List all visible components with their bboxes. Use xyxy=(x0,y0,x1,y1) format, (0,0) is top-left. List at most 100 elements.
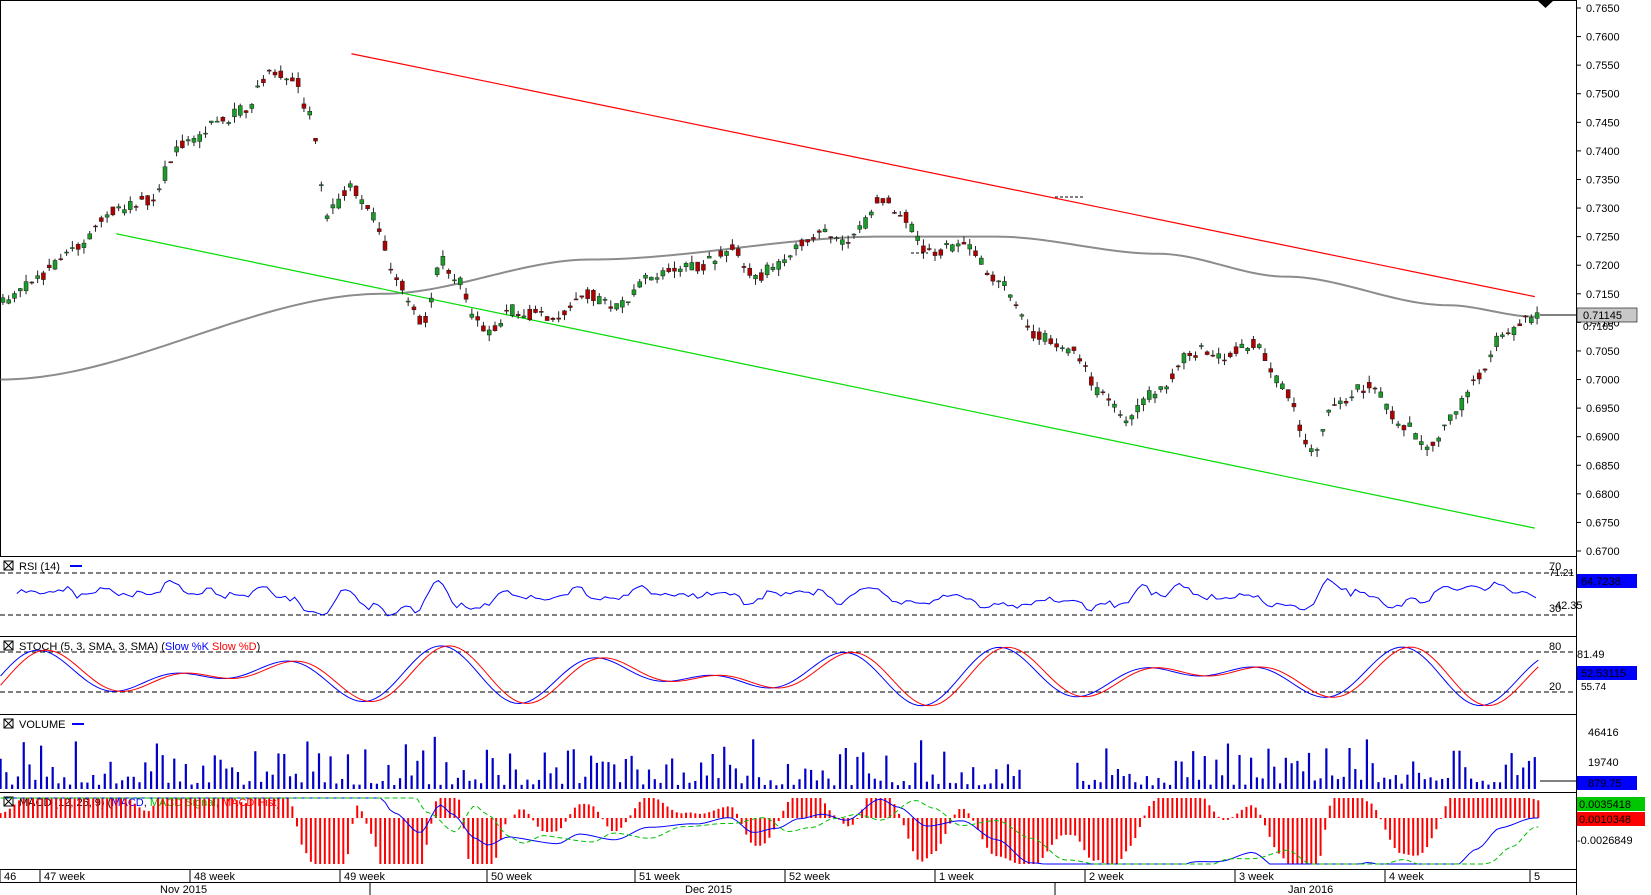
macd-hist-value-label: 0.0010348 xyxy=(1579,814,1631,826)
price-tick-label: 0.7050 xyxy=(1586,346,1620,358)
candle-body xyxy=(209,120,214,123)
candle-body xyxy=(238,105,243,116)
candle-body xyxy=(1482,368,1488,371)
price-tick-label: 0.7500 xyxy=(1586,89,1620,101)
volume-scale-high: 46416 xyxy=(1588,727,1619,739)
candle-body xyxy=(336,198,341,209)
macd-panel[interactable]: MACD (12, 26, 9) (MACD, MACD Signal, MAC… xyxy=(0,796,1645,865)
candle-body xyxy=(1135,405,1140,413)
candle-body xyxy=(608,306,614,309)
candle-body xyxy=(1193,355,1198,358)
candle-body xyxy=(180,140,185,148)
stochastic-panel[interactable]: STOCH (5, 3, SMA, 3, SMA) (Slow %K Slow … xyxy=(0,640,1637,707)
stoch-lower-fragment: 55.74 xyxy=(1581,682,1606,693)
candle-body xyxy=(799,239,805,247)
stoch-title-suffix: ) xyxy=(257,641,261,653)
macd-close-box-icon[interactable] xyxy=(3,796,14,807)
candle-body xyxy=(984,272,990,276)
candle-body xyxy=(880,198,886,204)
price-tick-label: 0.7300 xyxy=(1586,203,1620,215)
candle-body xyxy=(307,110,312,116)
candle-body xyxy=(666,268,671,272)
time-axis: 46 47 week 48 week 49 week 50 week 51 week 52 … xyxy=(0,869,1540,895)
candle-body xyxy=(1314,449,1320,451)
candle-body xyxy=(365,205,370,210)
candle-body xyxy=(782,259,787,264)
menu-triangle-icon[interactable] xyxy=(1538,1,1553,8)
candle-body xyxy=(12,293,17,299)
candle-body xyxy=(272,71,278,76)
candle-body xyxy=(1343,400,1349,404)
candle-body xyxy=(394,277,399,281)
candle-body xyxy=(979,257,984,265)
candle-body xyxy=(243,110,249,113)
candle-body xyxy=(753,275,758,280)
candle-body xyxy=(955,243,961,247)
candle-body xyxy=(1181,353,1187,364)
candle-body xyxy=(1465,391,1470,398)
candle-body xyxy=(793,244,799,250)
candle-body xyxy=(301,103,307,109)
candle-body xyxy=(371,212,376,221)
week-label: 1 week xyxy=(939,871,974,883)
candle-body xyxy=(1106,398,1111,401)
candle-body xyxy=(1002,281,1007,286)
candle-body xyxy=(573,298,579,301)
stoch-scale-label: 81.49 xyxy=(1577,649,1605,661)
volume-close-box-icon[interactable] xyxy=(3,718,14,729)
macd-scale-label: -0.0026849 xyxy=(1577,835,1633,847)
last-price-tag: 0.71145 0.7105 xyxy=(1576,307,1638,333)
macd-signal-line xyxy=(0,797,1539,865)
month-label: Jan 2016 xyxy=(1288,884,1333,895)
stoch-value-tag: 52.53115 xyxy=(1577,666,1637,680)
candle-body xyxy=(568,305,573,308)
candle-body xyxy=(469,313,475,318)
price-tick-label: 0.7600 xyxy=(1586,32,1620,44)
candle-body xyxy=(1395,423,1401,426)
macd-value-tag: 0.0035418 xyxy=(1577,797,1645,811)
candle-body xyxy=(637,281,642,288)
rsi-close-box-icon[interactable] xyxy=(3,560,14,571)
candle-body xyxy=(434,267,440,275)
rsi-panel[interactable]: RSI (14) 70 30 71.21 42.35 64.7238 xyxy=(0,560,1637,617)
candle-body xyxy=(330,204,336,209)
candle-body xyxy=(1529,317,1534,324)
candle-body xyxy=(788,255,793,258)
candle-body xyxy=(35,275,40,279)
candle-body xyxy=(1500,334,1505,337)
candle-body xyxy=(423,315,428,323)
candle-body xyxy=(654,277,660,280)
candle-body xyxy=(585,289,590,299)
candle-body xyxy=(649,276,654,281)
candle-body xyxy=(446,269,451,274)
stoch-level-80-label: 80 xyxy=(1549,641,1561,653)
candle-body xyxy=(1453,411,1459,415)
candle-body xyxy=(1309,448,1314,453)
candle-body xyxy=(1060,347,1065,349)
candle-body xyxy=(828,236,834,239)
candle-body xyxy=(486,329,492,336)
candle-body xyxy=(689,262,695,271)
candle-body xyxy=(1222,359,1227,362)
rsi-value-tag: 64.7238 xyxy=(1577,574,1637,588)
candle-body xyxy=(359,199,365,204)
candle-body xyxy=(840,239,845,245)
candle-body xyxy=(898,215,903,217)
candle-body xyxy=(353,185,359,196)
stoch-close-box-icon[interactable] xyxy=(3,640,14,651)
candle-body xyxy=(1424,446,1430,450)
price-panel[interactable]: 0.7650 0.7600 0.7550 0.7500 0.7450 0.7400 0.73… xyxy=(0,0,1638,558)
candle-body xyxy=(706,255,712,259)
candle-body xyxy=(81,242,87,248)
candle-body xyxy=(1471,379,1476,382)
candle-body xyxy=(533,308,538,313)
candle-body xyxy=(915,236,920,241)
candle-body xyxy=(1366,382,1372,389)
candle-body xyxy=(1042,333,1048,342)
volume-panel[interactable]: VOLUME 46416 19740 879.75 xyxy=(0,718,1637,790)
macd-hist-value-tag: 0.0010348 xyxy=(1577,812,1645,826)
candle-body xyxy=(110,206,116,216)
candle-body xyxy=(1534,312,1540,319)
candle-body xyxy=(562,310,567,316)
